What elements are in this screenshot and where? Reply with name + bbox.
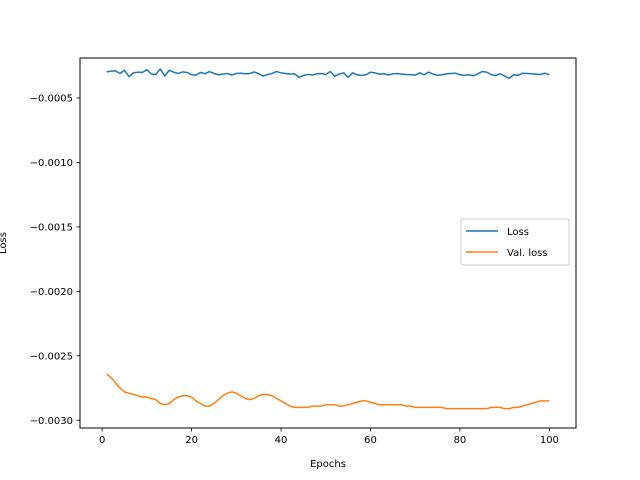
y-tick-label: −0.0005 [30, 93, 73, 104]
y-axis-label: Loss [0, 232, 9, 254]
series-line-val-loss [106, 373, 550, 410]
x-tick-label: 60 [364, 435, 377, 446]
y-tick-label: −0.0010 [30, 158, 73, 169]
legend: Loss Val. loss [460, 218, 570, 266]
y-axis-ticks: −0.0005 −0.0010 −0.0015 −0.0020 −0.0025 −0.00… [30, 93, 80, 427]
series-line-loss [106, 68, 550, 80]
x-tick-label: 100 [540, 435, 559, 446]
y-tick-label: −0.0025 [30, 351, 73, 362]
legend-label-loss: Loss [507, 227, 529, 238]
series-layer [106, 68, 550, 410]
x-tick-label: 20 [185, 435, 198, 446]
x-tick-label: 80 [454, 435, 467, 446]
axes-frame [79, 57, 577, 429]
x-tick-label: 40 [275, 435, 288, 446]
x-axis-ticks: 0 20 40 60 80 100 [99, 428, 559, 446]
y-tick-label: −0.0020 [30, 287, 73, 298]
x-axis-label: Epochs [310, 459, 346, 470]
y-tick-label: −0.0015 [30, 222, 73, 233]
legend-label-val-loss: Val. loss [507, 248, 548, 259]
x-tick-label: 0 [99, 435, 105, 446]
y-tick-label: −0.0030 [30, 416, 73, 427]
